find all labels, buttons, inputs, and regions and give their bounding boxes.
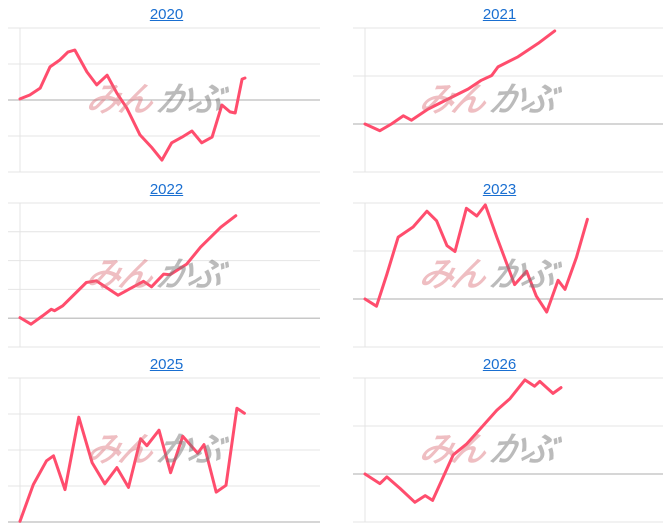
- chart-panel-2022: 2022 みんかぶ: [0, 175, 333, 351]
- chart-title-link[interactable]: 2022: [149, 181, 184, 198]
- chart-panel-2021: 2021 みんかぶ: [333, 0, 666, 176]
- line-chart: [353, 202, 663, 348]
- line-chart: [8, 202, 320, 348]
- line-chart: [353, 27, 663, 173]
- series-line: [18, 406, 246, 523]
- chart-panel-2023: 2023 みんかぶ: [333, 175, 666, 351]
- series-line: [363, 378, 563, 504]
- chart-panel-2020: 2020 みんかぶ: [0, 0, 333, 176]
- line-chart: [353, 377, 663, 523]
- chart-title-link[interactable]: 2026: [482, 356, 517, 373]
- series-line: [18, 48, 247, 162]
- series-line: [363, 29, 557, 133]
- chart-title-link[interactable]: 2023: [482, 181, 517, 198]
- chart-title-link[interactable]: 2020: [149, 6, 184, 23]
- series-line: [363, 203, 589, 314]
- line-chart: [8, 377, 320, 523]
- chart-panel-2025: 2025 みんかぶ: [0, 350, 333, 526]
- chart-title-link[interactable]: 2025: [149, 356, 184, 373]
- line-chart: [8, 27, 320, 173]
- chart-title-link[interactable]: 2021: [482, 6, 517, 23]
- chart-panel-2026: 2026 みんかぶ: [333, 350, 666, 526]
